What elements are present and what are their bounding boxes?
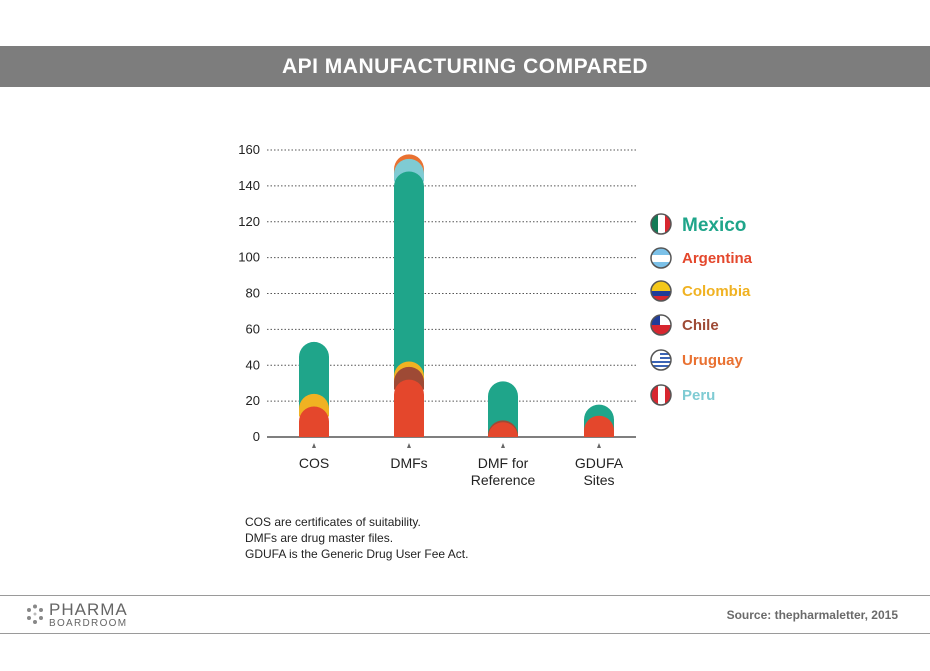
note-cos: COS are certificates of suitability. — [245, 515, 421, 529]
bar-segment-mexico — [299, 341, 329, 412]
brand-logo: PHARMA BOARDROOM — [25, 600, 165, 631]
peru-flag-icon — [650, 384, 672, 406]
brand-name-top: PHARMA — [49, 600, 128, 619]
page-title: API MANUFACTURING COMPARED — [0, 46, 930, 87]
x-tick-mark — [597, 443, 601, 448]
source-text: Source: thepharmaletter, 2015 — [726, 608, 898, 622]
legend-label-colombia: Colombia — [682, 283, 751, 300]
legend-label-mexico: Mexico — [682, 215, 746, 236]
legend-label-argentina: Argentina — [682, 250, 753, 267]
brand-name-bottom: BOARDROOM — [49, 618, 128, 629]
y-tick-label: 60 — [246, 321, 260, 336]
bar-segment-argentina — [488, 422, 518, 438]
x-tick-mark — [407, 443, 411, 448]
bar-segment-argentina — [299, 406, 329, 437]
x-tick-mark — [501, 443, 505, 448]
x-tick-label: DMF for — [478, 455, 529, 471]
x-tick-mark — [312, 443, 316, 448]
notes: COS are certificates of suitability. DMF… — [245, 514, 468, 562]
x-tick-label: Sites — [583, 472, 614, 488]
x-tick-label: GDUFA — [575, 455, 624, 471]
legend-label-peru: Peru — [682, 387, 715, 404]
y-tick-label: 100 — [238, 250, 260, 265]
y-tick-label: 120 — [238, 214, 260, 229]
footer-rule-bottom — [0, 633, 930, 634]
bar-segment-argentina — [584, 415, 614, 437]
chile-flag-icon — [650, 314, 672, 336]
footer-rule-top — [0, 595, 930, 596]
bar-segment-argentina — [394, 379, 424, 437]
note-dmfs: DMFs are drug master files. — [245, 531, 394, 545]
y-tick-label: 80 — [246, 286, 260, 301]
mexico-flag-icon — [650, 213, 672, 235]
brand-mark-icon — [27, 604, 43, 624]
y-tick-label: 40 — [246, 357, 260, 372]
x-tick-label: COS — [299, 455, 329, 471]
legend-label-chile: Chile — [682, 317, 719, 334]
colombia-flag-icon — [650, 280, 672, 302]
y-tick-label: 20 — [246, 393, 260, 408]
legend-label-uruguay: Uruguay — [682, 352, 744, 369]
note-gdufa: GDUFA is the Generic Drug User Fee Act. — [245, 547, 469, 561]
x-tick-label: DMFs — [390, 455, 427, 471]
y-tick-label: 160 — [238, 142, 260, 157]
uruguay-flag-icon — [650, 349, 672, 371]
y-tick-label: 0 — [253, 429, 260, 444]
argentina-flag-icon — [650, 247, 672, 269]
y-tick-label: 140 — [238, 178, 260, 193]
x-tick-label: Reference — [471, 472, 536, 488]
bar-segment-mexico — [394, 171, 424, 379]
